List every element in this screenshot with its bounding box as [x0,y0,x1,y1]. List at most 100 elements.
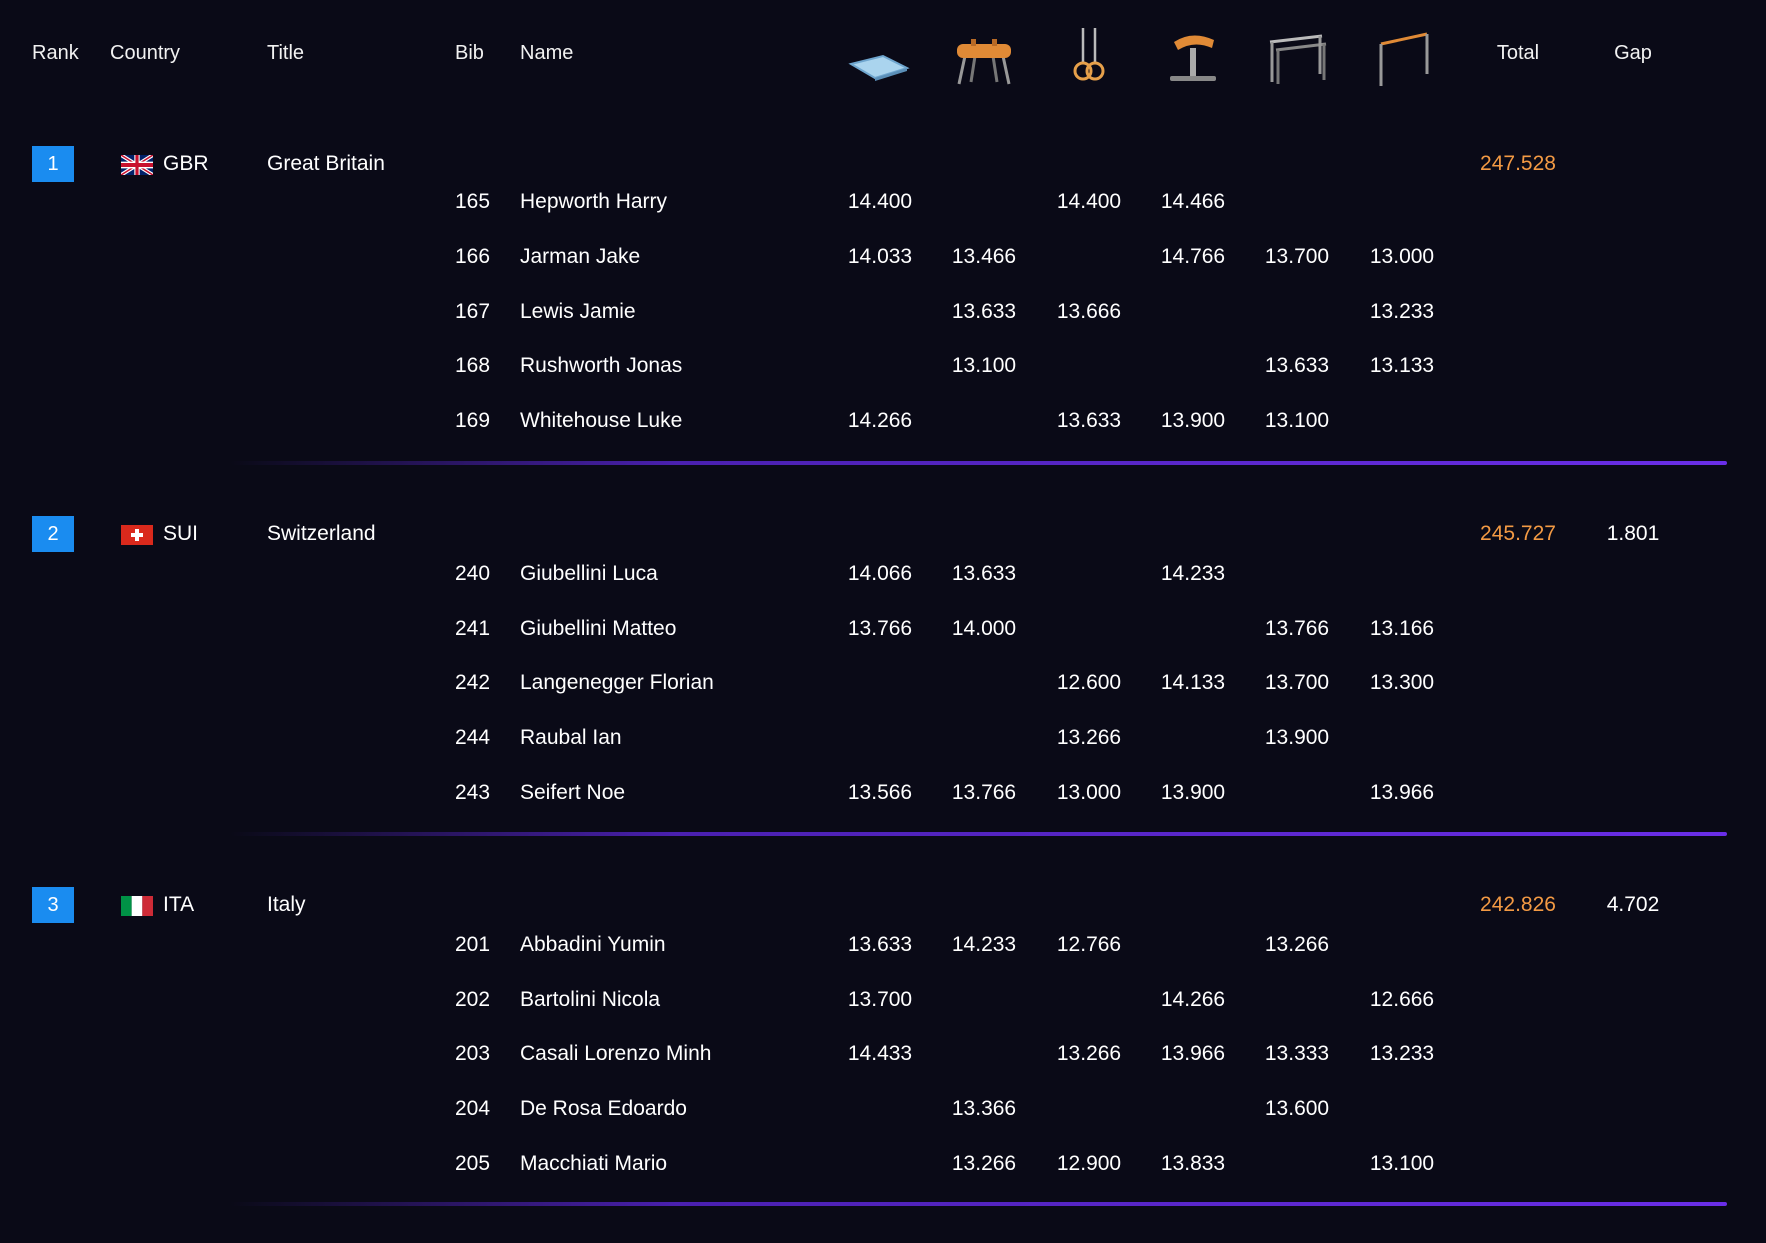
gbr-flag-icon [121,155,153,175]
name-header[interactable]: Name [520,42,574,64]
athlete-row[interactable]: 166 Jarman Jake 14.033 13.466 14.766 13.… [0,245,1766,299]
vault-score: 13.900 [1160,409,1226,432]
total-header[interactable]: Total [1496,42,1540,64]
athlete-bib: 205 [455,1152,491,1175]
pommel-horse-score: 14.233 [951,933,1017,956]
athlete-bib: 167 [455,300,491,323]
team-row[interactable]: 3 ITA Italy 242.826 4.702 201 Abbadini Y… [0,871,1766,1243]
horizontal-bar-score: 13.966 [1369,781,1435,804]
horizontal-bar-icon[interactable] [1367,22,1437,92]
athlete-name[interactable]: Seifert Noe [520,781,626,804]
country-code: ITA [163,893,195,916]
rings-score: 14.400 [1056,190,1122,213]
team-divider [230,832,1727,836]
rings-icon[interactable] [1054,22,1124,92]
parallel-bars-score: 13.266 [1264,933,1330,956]
horizontal-bar-score: 13.233 [1369,300,1435,323]
team-total: 247.528 [1480,152,1556,175]
floor-exercise-icon[interactable] [845,22,915,92]
athlete-name[interactable]: Giubellini Matteo [520,617,677,640]
athlete-name[interactable]: Lewis Jamie [520,300,636,323]
team-row[interactable]: 2 SUI Switzerland 245.727 1.801 240 Giub… [0,500,1766,872]
floor-score: 13.566 [847,781,913,804]
athlete-name[interactable]: Rushworth Jonas [520,354,683,377]
parallel-bars-icon[interactable] [1262,22,1332,92]
parallel-bars-score: 13.633 [1264,354,1330,377]
horizontal-bar-score: 12.666 [1369,988,1435,1011]
parallel-bars-score: 13.100 [1264,409,1330,432]
parallel-bars-score: 13.766 [1264,617,1330,640]
rings-score: 12.600 [1056,671,1122,694]
athlete-bib: 240 [455,562,491,585]
athlete-row[interactable]: 205 Macchiati Mario 13.266 12.900 13.833… [0,1152,1766,1206]
athlete-bib: 241 [455,617,491,640]
athlete-name[interactable]: Raubal Ian [520,726,622,749]
athlete-bib: 169 [455,409,491,432]
horizontal-bar-score: 13.000 [1369,245,1435,268]
athlete-bib: 204 [455,1097,491,1120]
athlete-row[interactable]: 243 Seifert Noe 13.566 13.766 13.000 13.… [0,781,1766,835]
rings-score: 13.000 [1056,781,1122,804]
athlete-bib: 202 [455,988,491,1011]
rings-score: 13.266 [1056,726,1122,749]
athlete-row[interactable]: 240 Giubellini Luca 14.066 13.633 14.233 [0,562,1766,616]
pommel-horse-icon[interactable] [949,22,1019,92]
team-gap: 4.702 [1606,893,1660,916]
vault-score: 13.900 [1160,781,1226,804]
rank-badge: 2 [32,516,74,552]
athlete-row[interactable]: 167 Lewis Jamie 13.633 13.666 13.233 [0,300,1766,354]
team-divider [230,461,1727,465]
athlete-name[interactable]: Whitehouse Luke [520,409,683,432]
athlete-bib: 203 [455,1042,491,1065]
ita-flag-icon [121,896,153,916]
bib-header[interactable]: Bib [455,42,484,64]
athlete-row[interactable]: 201 Abbadini Yumin 13.633 14.233 12.766 … [0,933,1766,987]
vault-icon[interactable] [1158,22,1228,92]
country-name[interactable]: Great Britain [267,152,385,175]
athlete-name[interactable]: Bartolini Nicola [520,988,661,1011]
athlete-name[interactable]: Macchiati Mario [520,1152,668,1175]
rank-header[interactable]: Rank [32,42,79,64]
country-name[interactable]: Switzerland [267,522,376,545]
pommel-horse-score: 13.766 [951,781,1017,804]
pommel-horse-score: 14.000 [951,617,1017,640]
title-header[interactable]: Title [267,42,305,64]
pommel-horse-score: 13.266 [951,1152,1017,1175]
country-name[interactable]: Italy [267,893,306,916]
rings-score: 13.266 [1056,1042,1122,1065]
pommel-horse-score: 13.100 [951,354,1017,377]
athlete-row[interactable]: 169 Whitehouse Luke 14.266 13.633 13.900… [0,409,1766,463]
floor-score: 14.400 [847,190,913,213]
team-row[interactable]: 1 GBR Great Britain 247.528 165 Hepworth… [0,130,1766,502]
gap-header[interactable]: Gap [1614,42,1652,64]
athlete-name[interactable]: Casali Lorenzo Minh [520,1042,712,1065]
athlete-row[interactable]: 242 Langenegger Florian 12.600 14.133 13… [0,671,1766,725]
floor-score: 14.066 [847,562,913,585]
athlete-bib: 243 [455,781,491,804]
team-total: 242.826 [1480,893,1556,916]
athlete-row[interactable]: 244 Raubal Ian 13.266 13.900 [0,726,1766,780]
athlete-name[interactable]: Hepworth Harry [520,190,668,213]
floor-score: 14.266 [847,409,913,432]
athlete-row[interactable]: 202 Bartolini Nicola 13.700 14.266 12.66… [0,988,1766,1042]
athlete-name[interactable]: De Rosa Edoardo [520,1097,687,1120]
athlete-row[interactable]: 168 Rushworth Jonas 13.100 13.633 13.133 [0,354,1766,408]
athlete-name[interactable]: Abbadini Yumin [520,933,666,956]
athlete-row[interactable]: 165 Hepworth Harry 14.400 14.400 14.466 [0,190,1766,244]
athlete-bib: 166 [455,245,491,268]
athlete-name[interactable]: Giubellini Luca [520,562,658,585]
athlete-row[interactable]: 204 De Rosa Edoardo 13.366 13.600 [0,1097,1766,1151]
rings-score: 13.666 [1056,300,1122,323]
country-code: SUI [163,522,199,545]
floor-score: 13.700 [847,988,913,1011]
results-header: Rank Country Title Bib Name [0,0,1766,110]
country-code: GBR [163,152,209,175]
athlete-bib: 168 [455,354,491,377]
athlete-row[interactable]: 241 Giubellini Matteo 13.766 14.000 13.7… [0,617,1766,671]
athlete-name[interactable]: Langenegger Florian [520,671,714,694]
athlete-row[interactable]: 203 Casali Lorenzo Minh 14.433 13.266 13… [0,1042,1766,1096]
country-header[interactable]: Country [110,42,181,64]
vault-score: 13.833 [1160,1152,1226,1175]
athlete-name[interactable]: Jarman Jake [520,245,641,268]
parallel-bars-score: 13.900 [1264,726,1330,749]
